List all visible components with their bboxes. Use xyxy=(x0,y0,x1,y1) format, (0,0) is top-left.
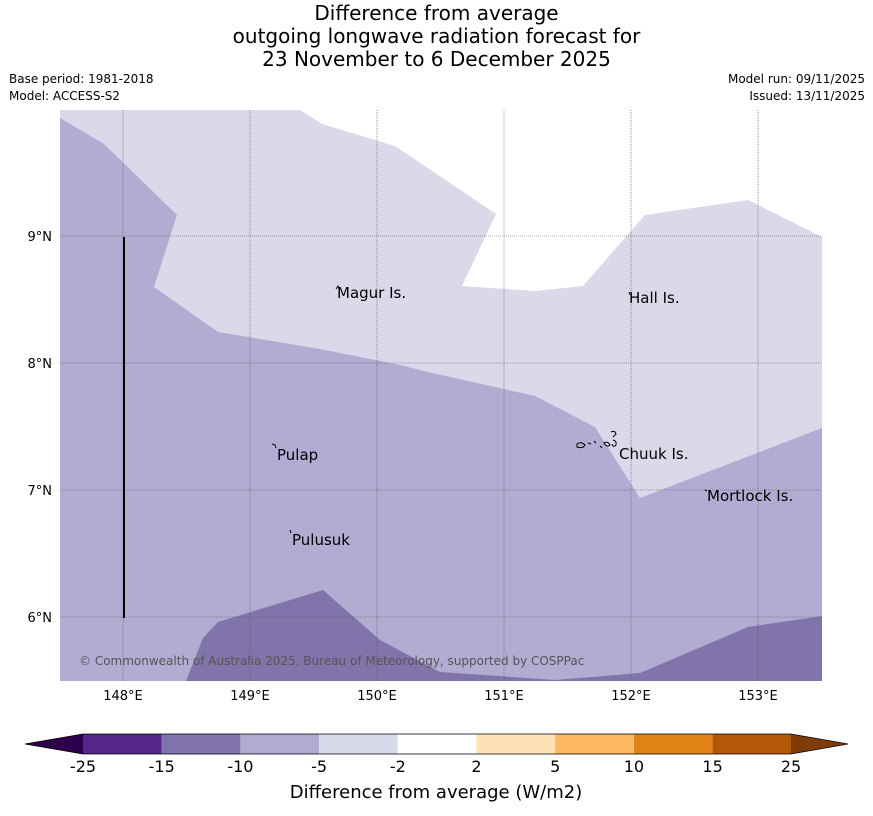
colorbar: -25 -15 -10 -5 -2 2 5 10 15 25 Differenc… xyxy=(24,733,849,803)
colorbar-tick: -15 xyxy=(149,757,175,776)
colorbar-label: Difference from average (W/m2) xyxy=(290,782,582,803)
chuuk-island-shape xyxy=(576,430,617,449)
lat-label-7n: 7°N xyxy=(28,484,53,499)
anomaly-band-minus15-minus10 xyxy=(186,590,822,681)
lon-label-153e: 153°E xyxy=(738,689,778,704)
anomaly-band-minus2-2 xyxy=(300,110,822,291)
lon-label-152e: 152°E xyxy=(611,689,651,704)
issued-date: Issued: 13/11/2025 xyxy=(749,89,865,103)
lat-label-6n: 6°N xyxy=(28,611,53,626)
axis-tick-labels: 9°N 8°N 7°N 6°N 148°E 149°E 150°E 151°E … xyxy=(28,230,778,704)
hall-island-shape xyxy=(628,291,631,296)
model-run: Model run: 09/11/2025 xyxy=(727,72,865,86)
colorbar-cell xyxy=(555,734,634,754)
colorbar-extend-max xyxy=(791,734,848,754)
colorbar-cell xyxy=(161,734,241,754)
place-label-chuuk: Chuuk Is. xyxy=(619,445,688,463)
pulusuk-island-shape xyxy=(289,529,292,534)
title-line-2: outgoing longwave radiation forecast for xyxy=(232,24,641,48)
colorbar-outline xyxy=(24,733,849,755)
meta-right: Model run: 09/11/2025 Issued: 13/11/2025 xyxy=(728,71,865,105)
map-panel: Magur Is. Hall Is. Pulap Chuuk Is. Mortl… xyxy=(60,110,822,681)
place-label-pulusuk: Pulusuk xyxy=(292,531,350,549)
colorbar-tick: 15 xyxy=(702,757,722,776)
colorbar-tick: 5 xyxy=(550,757,560,776)
colorbar-cell xyxy=(83,734,162,754)
map-title: Difference from average outgoing longwav… xyxy=(0,2,873,71)
colorbar-tick: 25 xyxy=(781,757,801,776)
lon-label-149e: 149°E xyxy=(230,689,270,704)
lon-label-150e: 150°E xyxy=(357,689,397,704)
colorbar-cell xyxy=(712,734,792,754)
colorbar-cell xyxy=(476,734,556,754)
colorbar-cell xyxy=(397,734,477,754)
colorbar-tick: -2 xyxy=(390,757,406,776)
magur-island-shape xyxy=(335,284,340,290)
lat-label-9n: 9°N xyxy=(28,230,53,245)
place-labels: Magur Is. Hall Is. Pulap Chuuk Is. Mortl… xyxy=(277,284,793,549)
lon-label-148e: 148°E xyxy=(103,689,143,704)
colorbar-cell xyxy=(633,734,713,754)
colorbar-cell xyxy=(319,734,398,754)
title-line-3: 23 November to 6 December 2025 xyxy=(262,47,611,71)
islands xyxy=(271,284,708,534)
colorbar-tick-labels: -25 -15 -10 -5 -2 2 5 10 15 25 xyxy=(70,757,801,776)
graticule xyxy=(60,110,822,681)
model-name: Model: ACCESS-S2 xyxy=(9,89,121,103)
lat-label-8n: 8°N xyxy=(28,357,53,372)
colorbar-tick: -25 xyxy=(70,757,96,776)
title-line-1: Difference from average xyxy=(314,1,559,25)
meta-left: Base period: 1981-2018 Model: ACCESS-S2 xyxy=(9,71,154,105)
place-label-pulap: Pulap xyxy=(277,446,318,464)
place-label-magur: Magur Is. xyxy=(337,284,406,302)
base-period: Base period: 1981-2018 xyxy=(9,72,154,86)
colorbar-extend-min xyxy=(25,734,83,754)
copyright-text: © Commonwealth of Australia 2025, Bureau… xyxy=(79,654,584,668)
place-label-mortlock: Mortlock Is. xyxy=(707,487,793,505)
mortlock-island-shape xyxy=(704,489,708,492)
lon-label-151e: 151°E xyxy=(484,689,524,704)
pulap-island-shape xyxy=(271,443,277,449)
place-label-hall: Hall Is. xyxy=(629,289,680,307)
colorbar-tick: -10 xyxy=(227,757,253,776)
colorbar-tick: 10 xyxy=(624,757,644,776)
colorbar-cell xyxy=(240,734,320,754)
colorbar-tick: -5 xyxy=(311,757,327,776)
colorbar-tick: 2 xyxy=(471,757,481,776)
